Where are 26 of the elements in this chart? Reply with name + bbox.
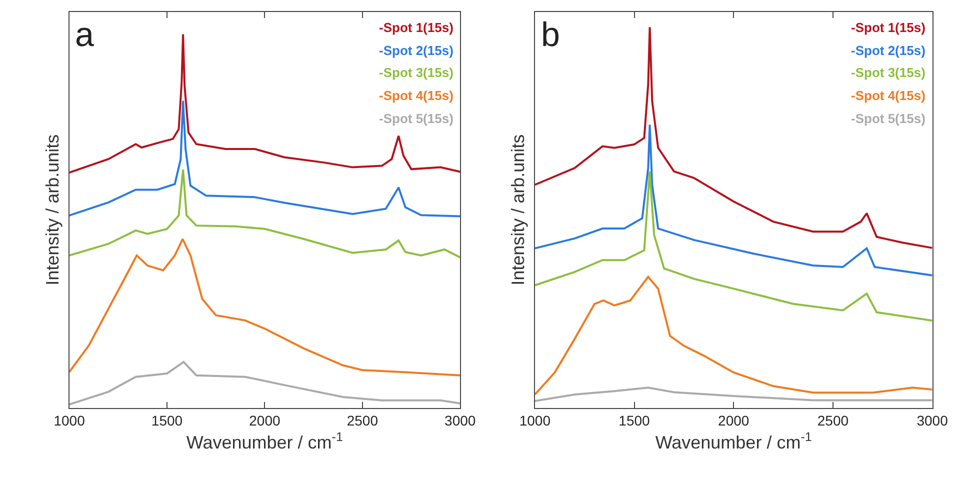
text: -Spot 5(15s) [379,111,454,126]
text: -Spot 5(15s) [851,111,926,126]
x-tick-label: 1000 [54,412,86,429]
x-tick-label: 1500 [618,412,650,429]
x-tick-label: 3000 [444,412,476,429]
x-tick-label: 2000 [249,412,280,429]
text: -Spot 4(15s) [851,88,926,103]
text: -Spot 1(15s) [379,20,454,35]
x-tick-label: 2000 [718,412,750,429]
y-axis-title: Intensity / arb.units [42,134,62,286]
x-tick-label: 2500 [346,412,378,429]
x-tick-label: 1000 [519,412,551,429]
text: -Spot 4(15s) [379,88,454,103]
text: -Spot 3(15s) [379,65,454,80]
y-axis-title: Intensity / arb.units [508,134,528,286]
text: -Spot 1(15s) [851,20,926,35]
x-tick-label: 1500 [151,412,183,429]
annotation: a [75,16,94,54]
x-axis-title: Wavenumber / cm$^{-1}$ [655,430,812,453]
text: -Spot 2(15s) [379,43,454,58]
text: -Spot 3(15s) [851,65,926,80]
x-tick-label: 3000 [916,412,948,429]
x-axis-title: Wavenumber / cm$^{-1}$ [186,430,343,453]
x-tick-label: 2500 [817,412,849,429]
annotation: b [541,16,560,54]
text: -Spot 2(15s) [851,43,926,58]
